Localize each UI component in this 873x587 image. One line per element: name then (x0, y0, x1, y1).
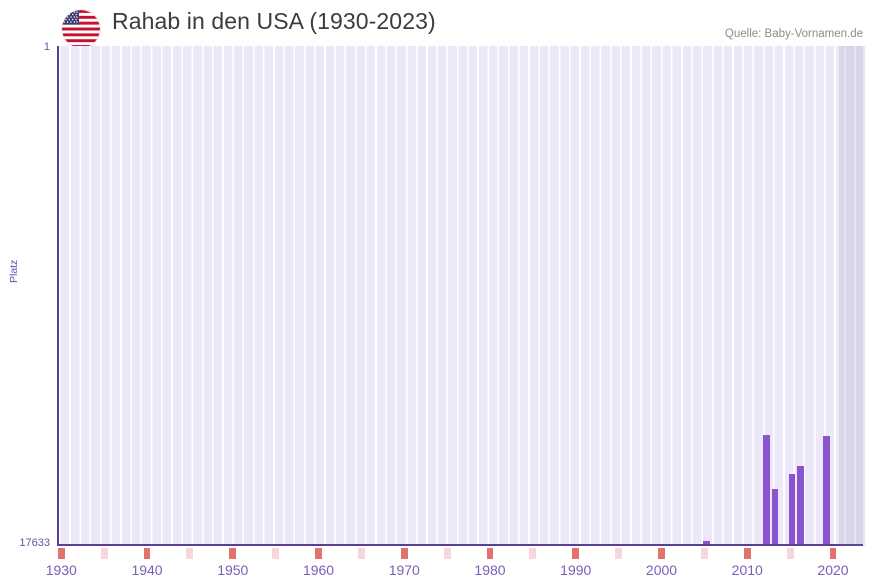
x-axis-tick-strip (57, 548, 863, 559)
bar-2012 (763, 435, 770, 544)
x-tick-marker-2000 (658, 548, 665, 559)
x-tick-marker-1965 (357, 548, 365, 559)
plot-area (57, 46, 865, 546)
x-tick-label-1980: 1980 (474, 562, 506, 578)
x-tick-label-2010: 2010 (731, 562, 763, 578)
x-tick-label-2020: 2020 (817, 562, 849, 578)
x-tick-marker-1930 (57, 548, 65, 559)
y-tick-label-top: 1 (43, 41, 50, 53)
x-tick-label-1990: 1990 (560, 562, 592, 578)
x-tick-marker-1960 (315, 548, 322, 559)
x-tick-label-2000: 2000 (645, 562, 678, 578)
x-tick-marker-1995 (615, 548, 623, 559)
x-tick-marker-2015 (786, 548, 794, 559)
chart-header: Rahab in den USA (1930-2023) Quelle: Bab… (0, 0, 873, 48)
x-tick-marker-1990 (572, 548, 580, 559)
x-tick-marker-1955 (272, 548, 280, 559)
x-tick-marker-2010 (743, 548, 751, 559)
x-tick-label-1940: 1940 (131, 562, 163, 578)
x-tick-marker-1980 (486, 548, 494, 559)
x-tick-marker-1985 (529, 548, 537, 559)
y-axis-title: Platz (8, 259, 20, 283)
x-tick-marker-1940 (143, 548, 151, 559)
bar-2005 (703, 540, 710, 544)
y-tick-label-bottom: 17633 (19, 537, 50, 549)
x-tick-label-1930: 1930 (45, 562, 77, 578)
bar-2016 (797, 466, 804, 544)
x-tick-label-1950: 1950 (217, 562, 249, 578)
x-tick-marker-1975 (443, 548, 451, 559)
x-tick-label-1970: 1970 (388, 562, 420, 578)
us-flag-icon (62, 10, 100, 48)
bar-2019 (823, 436, 830, 544)
bar-2015 (788, 474, 796, 544)
page-title: Rahab in den USA (1930-2023) (112, 8, 436, 34)
x-tick-marker-2020 (829, 548, 837, 559)
x-tick-marker-2005 (700, 548, 708, 559)
x-tick-label-1960: 1960 (302, 562, 335, 578)
no-data-band (839, 46, 865, 546)
x-tick-marker-1970 (400, 548, 408, 559)
x-tick-marker-1935 (100, 548, 108, 559)
bar-2013 (771, 489, 779, 544)
source-attribution: Quelle: Baby-Vornamen.de (724, 28, 863, 40)
x-tick-marker-1945 (186, 548, 194, 559)
x-tick-marker-1950 (229, 548, 237, 559)
